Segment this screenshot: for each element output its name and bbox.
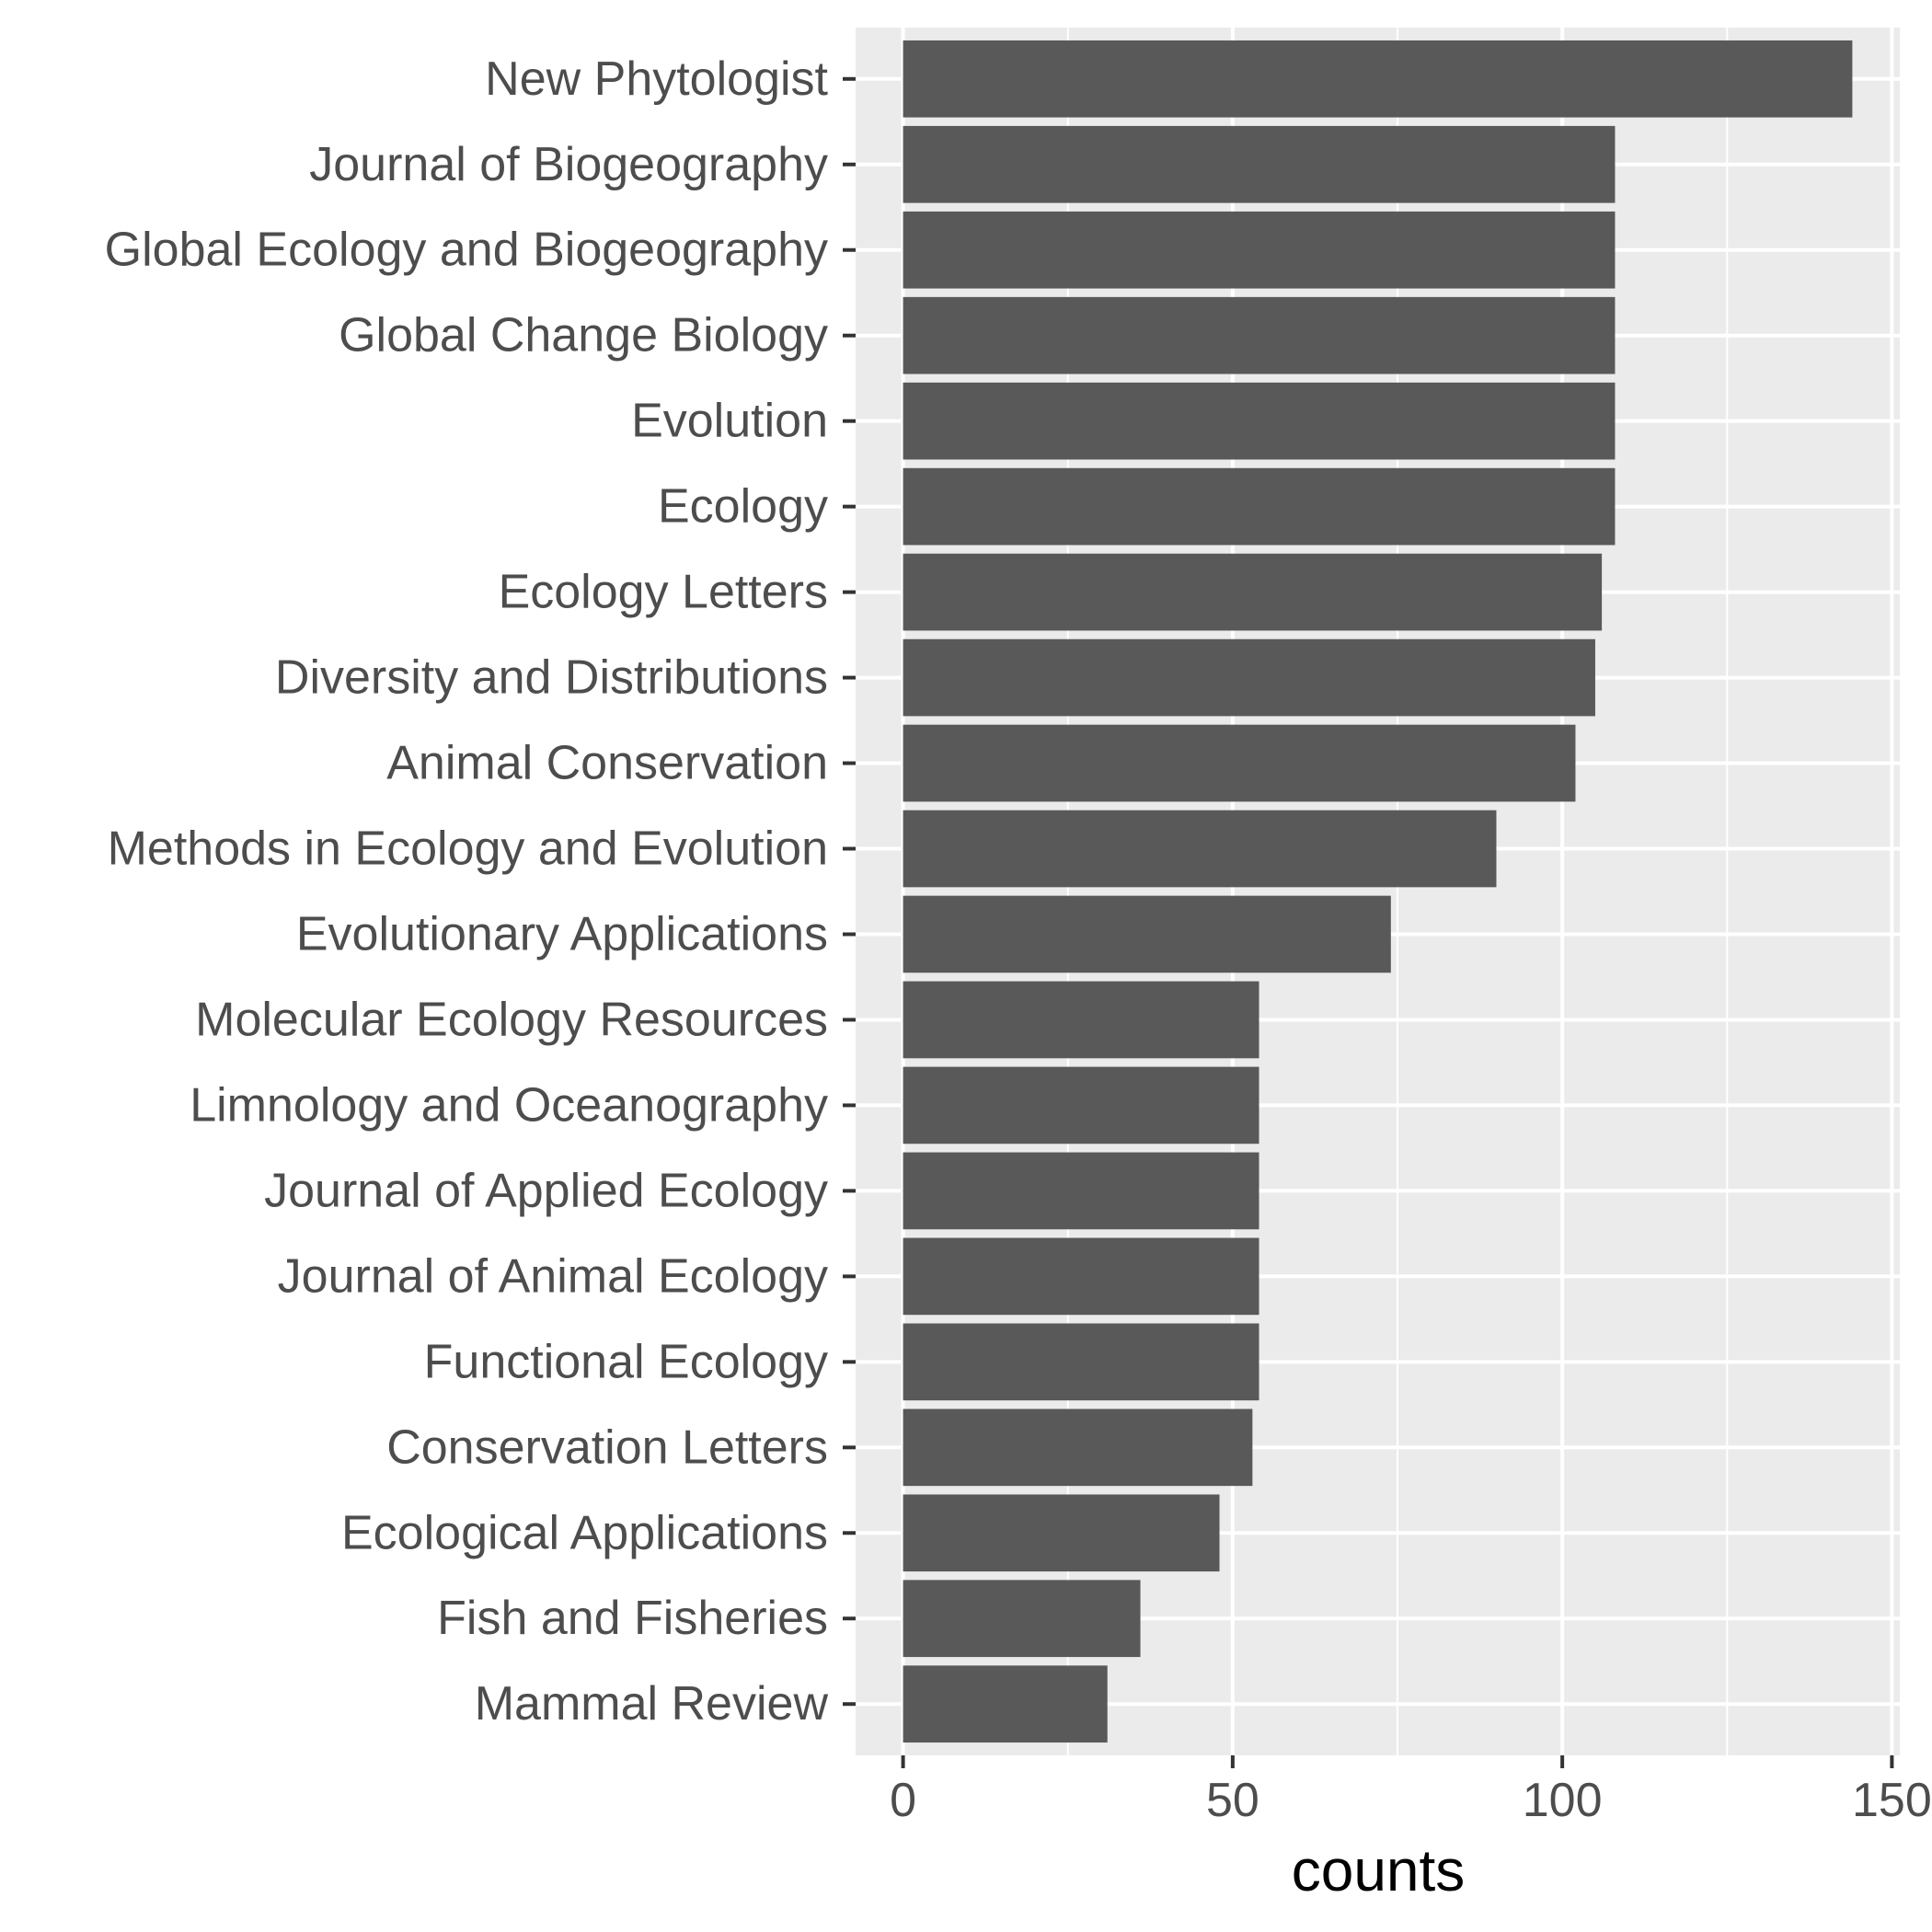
y-tick-label: Ecological Applications [341,1506,828,1559]
bar [903,1323,1259,1401]
y-tick-label: Molecular Ecology Resources [195,993,828,1046]
y-tick-label: Methods in Ecology and Evolution [108,822,828,876]
y-tick-label: Evolution [631,395,828,448]
y-tick-label: Ecology [658,480,828,534]
bar [903,1237,1259,1316]
y-tick-label: Journal of Biogeography [309,138,828,191]
y-tick-label: Animal Conservation [386,737,828,790]
y-tick-label: Mammal Review [475,1677,829,1731]
bar [903,1494,1220,1572]
bar [903,125,1616,203]
x-tick-label: 150 [1852,1774,1932,1827]
bar [903,1409,1253,1487]
bar [903,553,1603,631]
bars [903,40,1853,1743]
y-tick-label: Conservation Letters [386,1420,828,1474]
bar [903,895,1391,973]
bar [903,467,1616,546]
bar [903,1665,1108,1743]
x-axis-title: counts [1292,1837,1466,1903]
y-tick-label: Journal of Applied Ecology [264,1164,828,1217]
y-tick-label: Journal of Animal Ecology [278,1249,828,1303]
x-axis: 0 50 100 150 [890,1755,1932,1827]
y-axis: New Phytologist Journal of Biogeography Gl… [105,52,856,1731]
y-tick-label: Ecology Letters [499,566,828,619]
bar [903,810,1497,888]
bar [903,981,1259,1059]
y-tick-label: Limnology and Oceanography [190,1078,828,1132]
x-tick-label: 100 [1523,1774,1603,1827]
y-tick-label: Global Change Biology [339,309,828,362]
y-tick-label: Global Ecology and Biogeography [105,224,828,277]
x-tick-label: 50 [1206,1774,1259,1827]
y-tick-label: Diversity and Distributions [275,651,828,705]
bar [903,296,1616,374]
y-tick-label: Evolutionary Applications [296,907,828,960]
x-tick-label: 0 [890,1774,916,1827]
bar [903,724,1576,802]
bar [903,211,1616,289]
y-tick-label: Functional Ecology [424,1335,828,1388]
y-tick-label: Fish and Fisheries [437,1592,828,1645]
bar [903,1152,1259,1230]
bar [903,40,1853,118]
bar [903,382,1616,460]
bar [903,1580,1141,1658]
y-tick-label: New Phytologist [485,52,828,106]
bar [903,1066,1259,1144]
bar [903,638,1595,717]
